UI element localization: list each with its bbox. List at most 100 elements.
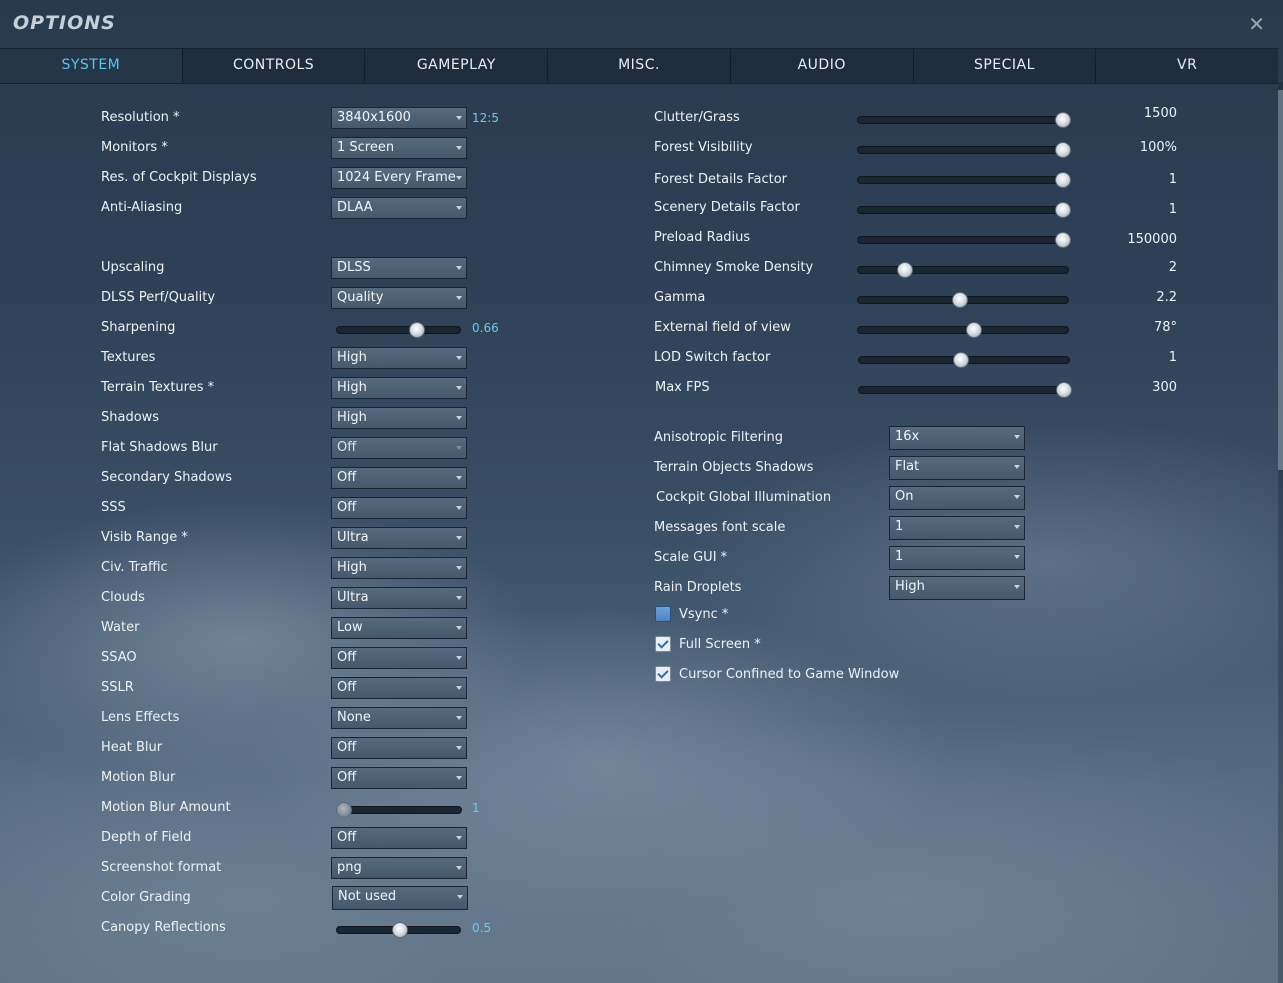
tab-special[interactable]: SPECIAL — [914, 49, 1097, 83]
gamma-slider[interactable] — [857, 292, 1069, 308]
preload-radius-slider-handle[interactable] — [1055, 232, 1071, 248]
civ-traffic-dropdown[interactable]: High — [331, 557, 467, 579]
scale-gui-dropdown[interactable]: 1 — [889, 546, 1025, 570]
motion-blur-amount-value: 1 — [472, 801, 480, 815]
chevron-down-icon — [456, 626, 462, 630]
tab-audio[interactable]: AUDIO — [731, 49, 914, 83]
forest-visibility-slider[interactable] — [857, 142, 1071, 158]
scrollbar-track[interactable] — [1278, 82, 1283, 983]
clutter-value: 1500 — [1143, 106, 1177, 121]
max-fps-slider[interactable] — [858, 382, 1072, 398]
civ-traffic-value: High — [337, 560, 367, 575]
clutter-slider-handle[interactable] — [1055, 112, 1071, 128]
tab-misc[interactable]: MISC. — [548, 49, 731, 83]
forest-visibility-slider-handle[interactable] — [1055, 142, 1071, 158]
shadows-dropdown[interactable]: High — [331, 407, 467, 429]
water-dropdown[interactable]: Low — [331, 617, 467, 639]
lens-effects-value: None — [337, 710, 371, 725]
rain-droplets-dropdown[interactable]: High — [889, 576, 1025, 600]
sss-dropdown[interactable]: Off — [331, 497, 467, 519]
resolution-label: Resolution * — [101, 110, 180, 125]
window-title: OPTIONS — [13, 12, 116, 34]
canopy-reflections-slider[interactable] — [336, 922, 461, 938]
clutter-slider[interactable] — [857, 112, 1071, 128]
motion-blur-dropdown[interactable]: Off — [331, 767, 467, 789]
screenshot-format-dropdown[interactable]: png — [331, 857, 467, 879]
gamma-slider-handle[interactable] — [952, 292, 969, 308]
terrain-textures-label: Terrain Textures * — [101, 380, 215, 395]
visib-range-dropdown[interactable]: Ultra — [331, 527, 467, 549]
chevron-down-icon — [456, 686, 462, 690]
cursor-confined-checkbox[interactable] — [655, 666, 671, 682]
canopy-reflections-slider-handle[interactable] — [391, 922, 408, 938]
scrollbar-thumb[interactable] — [1278, 90, 1283, 470]
forest-details-slider[interactable] — [857, 172, 1071, 188]
depth-of-field-dropdown[interactable]: Off — [331, 827, 467, 849]
max-fps-slider-handle[interactable] — [1056, 382, 1072, 398]
heat-blur-dropdown[interactable]: Off — [331, 737, 467, 759]
motion-blur-value: Off — [337, 770, 357, 785]
clouds-dropdown[interactable]: Ultra — [331, 587, 467, 609]
sslr-dropdown[interactable]: Off — [331, 677, 467, 699]
color-grading-dropdown[interactable]: Not used — [332, 886, 468, 910]
terrain-obj-shadows-value: Flat — [895, 459, 920, 474]
anisotropic-dropdown[interactable]: 16x — [889, 426, 1025, 450]
chimney-smoke-slider[interactable] — [857, 262, 1069, 278]
fullscreen-label: Full Screen * — [679, 637, 761, 652]
monitors-value: 1 Screen — [337, 140, 395, 155]
upscaling-dropdown[interactable]: DLSS — [331, 257, 467, 279]
terrain-obj-shadows-dropdown[interactable]: Flat — [889, 456, 1025, 480]
terrain-textures-dropdown[interactable]: High — [331, 377, 467, 399]
chimney-smoke-value: 2 — [1168, 260, 1177, 275]
chevron-down-icon — [456, 386, 462, 390]
scenery-details-slider-handle[interactable] — [1055, 202, 1071, 218]
msg-font-scale-dropdown[interactable]: 1 — [889, 516, 1025, 540]
chevron-down-icon — [456, 476, 462, 480]
tab-gameplay[interactable]: GAMEPLAY — [365, 49, 549, 83]
cockpit-gi-dropdown[interactable]: On — [889, 486, 1025, 510]
chimney-smoke-slider-handle[interactable] — [896, 262, 913, 278]
preload-radius-value: 150000 — [1127, 232, 1177, 247]
upscaling-label: Upscaling — [101, 260, 165, 275]
fullscreen-checkbox[interactable] — [655, 636, 671, 652]
flat-shadows-blur-dropdown[interactable]: Off — [331, 437, 467, 459]
motion-blur-label: Motion Blur — [101, 770, 176, 785]
dlss-quality-dropdown[interactable]: Quality — [331, 287, 467, 309]
lod-switch-slider-handle[interactable] — [953, 352, 970, 368]
forest-visibility-label: Forest Visibility — [654, 140, 753, 155]
lens-effects-dropdown[interactable]: None — [331, 707, 467, 729]
tab-vr[interactable]: VR — [1177, 57, 1198, 73]
secondary-shadows-dropdown[interactable]: Off — [331, 467, 467, 489]
forest-details-slider-handle[interactable] — [1055, 172, 1071, 188]
fov-slider[interactable] — [857, 322, 1069, 338]
anti-aliasing-dropdown[interactable]: DLAA — [331, 197, 467, 219]
gamma-value: 2.2 — [1156, 290, 1177, 305]
scenery-details-slider[interactable] — [857, 202, 1071, 218]
water-label: Water — [101, 620, 140, 635]
resolution-dropdown[interactable]: 3840x1600 — [331, 107, 467, 129]
sharpening-slider[interactable] — [336, 322, 461, 338]
tab-controls[interactable]: CONTROLS — [183, 49, 366, 83]
preload-radius-slider[interactable] — [857, 232, 1071, 248]
terrain-obj-shadows-label: Terrain Objects Shadows — [654, 460, 814, 475]
motion-blur-amount-slider[interactable] — [336, 802, 462, 818]
sslr-value: Off — [337, 680, 357, 695]
fov-value: 78° — [1153, 320, 1177, 335]
sharpening-value: 0.66 — [472, 321, 499, 335]
forest-visibility-value: 100% — [1139, 140, 1177, 155]
motion-blur-amount-slider-handle[interactable] — [336, 802, 352, 818]
ssao-dropdown[interactable]: Off — [331, 647, 467, 669]
close-icon[interactable]: ✕ — [1248, 12, 1265, 36]
tab-system[interactable]: SYSTEM — [0, 49, 183, 83]
chevron-down-icon — [456, 746, 462, 750]
sharpening-slider-handle[interactable] — [409, 322, 426, 338]
vsync-checkbox[interactable] — [655, 606, 671, 622]
resolution-aspect: 12:5 — [472, 111, 499, 125]
lod-switch-slider[interactable] — [858, 352, 1070, 368]
chevron-down-icon — [456, 266, 462, 270]
rain-droplets-value: High — [895, 579, 925, 594]
cockpit-res-dropdown[interactable]: 1024 Every Frame — [331, 167, 467, 189]
textures-dropdown[interactable]: High — [331, 347, 467, 369]
fov-slider-handle[interactable] — [965, 322, 982, 338]
monitors-dropdown[interactable]: 1 Screen — [331, 137, 467, 159]
